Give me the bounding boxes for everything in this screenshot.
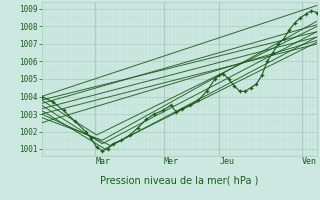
Text: Mer: Mer (164, 157, 179, 166)
X-axis label: Pression niveau de la mer( hPa ): Pression niveau de la mer( hPa ) (100, 175, 258, 185)
Text: Ven: Ven (302, 157, 317, 166)
Text: Jeu: Jeu (219, 157, 234, 166)
Text: Mar: Mar (95, 157, 110, 166)
